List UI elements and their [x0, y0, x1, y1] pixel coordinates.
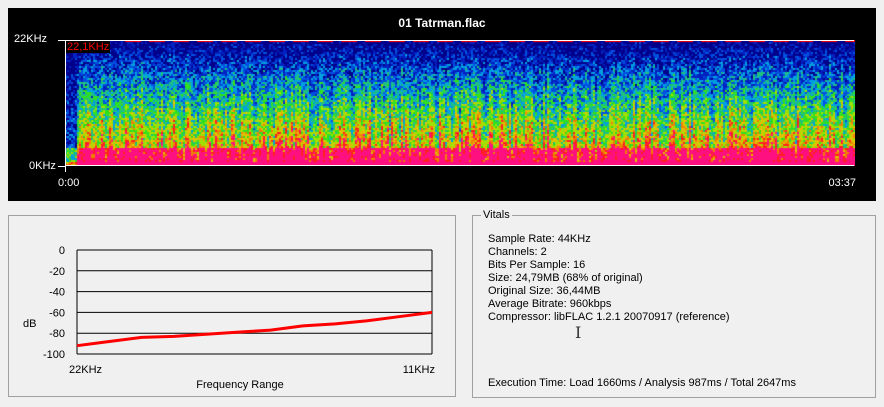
- vital-compressor: Compressor: libFLAC 1.2.1 20070917 (refe…: [488, 311, 730, 323]
- y-min-label: 0KHz: [29, 160, 56, 172]
- spectrogram-panel: 01 Tatrman.flac 22,1KHz 22KHz 0KHz 0:00 …: [8, 8, 876, 201]
- y-tick-label: -100: [43, 349, 65, 361]
- cutoff-frequency-label: 22,1KHz: [66, 41, 111, 53]
- spectrogram-image: [65, 40, 855, 166]
- time-end-label: 03:37: [828, 177, 856, 189]
- x-tick-label: 11KHz: [403, 364, 435, 376]
- spectrogram-frame: [65, 40, 854, 166]
- vital-original-size: Original Size: 36,44MB: [488, 285, 601, 297]
- tick: [58, 166, 65, 167]
- execution-time: Execution Time: Load 1660ms / Analysis 9…: [488, 377, 796, 389]
- y-max-label: 22KHz: [14, 33, 48, 45]
- frequency-db-chart-panel: 0 -20 -40 -60 -80 -100 dB 22KHz 11KHz Frequen…: [8, 215, 456, 397]
- vital-sample-rate: Sample Rate: 44KHz: [488, 233, 591, 245]
- y-tick-label: 0: [59, 245, 65, 257]
- frequency-db-chart: 0 -20 -40 -60 -80 -100 dB 22KHz 11KHz Frequen…: [23, 245, 435, 391]
- db-series-line: [76, 310, 433, 348]
- vital-channels: Channels: 2: [488, 246, 547, 258]
- x-axis-label: Frequency Range: [196, 379, 283, 391]
- vitals-group: Vitals Sample Rate: 44KHz Channels: 2 Bi…: [472, 209, 876, 398]
- y-axis-label: dB: [23, 318, 36, 330]
- x-tick-label: 22KHz: [69, 364, 102, 376]
- y-tick-label: -20: [49, 266, 65, 278]
- time-start-label: 0:00: [58, 177, 80, 189]
- vitals-legend: Vitals: [481, 209, 512, 221]
- text-cursor-icon: I: [575, 323, 582, 342]
- y-tick-label: -40: [49, 287, 65, 299]
- y-tick-label: -80: [49, 328, 65, 340]
- y-tick-label: -60: [49, 307, 65, 319]
- file-title: 01 Tatrman.flac: [398, 16, 486, 30]
- vital-bits-per-sample: Bits Per Sample: 16: [488, 259, 586, 271]
- tick: [65, 166, 66, 172]
- vital-size: Size: 24,79MB (68% of original): [488, 272, 643, 284]
- tick: [58, 40, 65, 41]
- vital-average-bitrate: Average Bitrate: 960kbps: [488, 298, 612, 310]
